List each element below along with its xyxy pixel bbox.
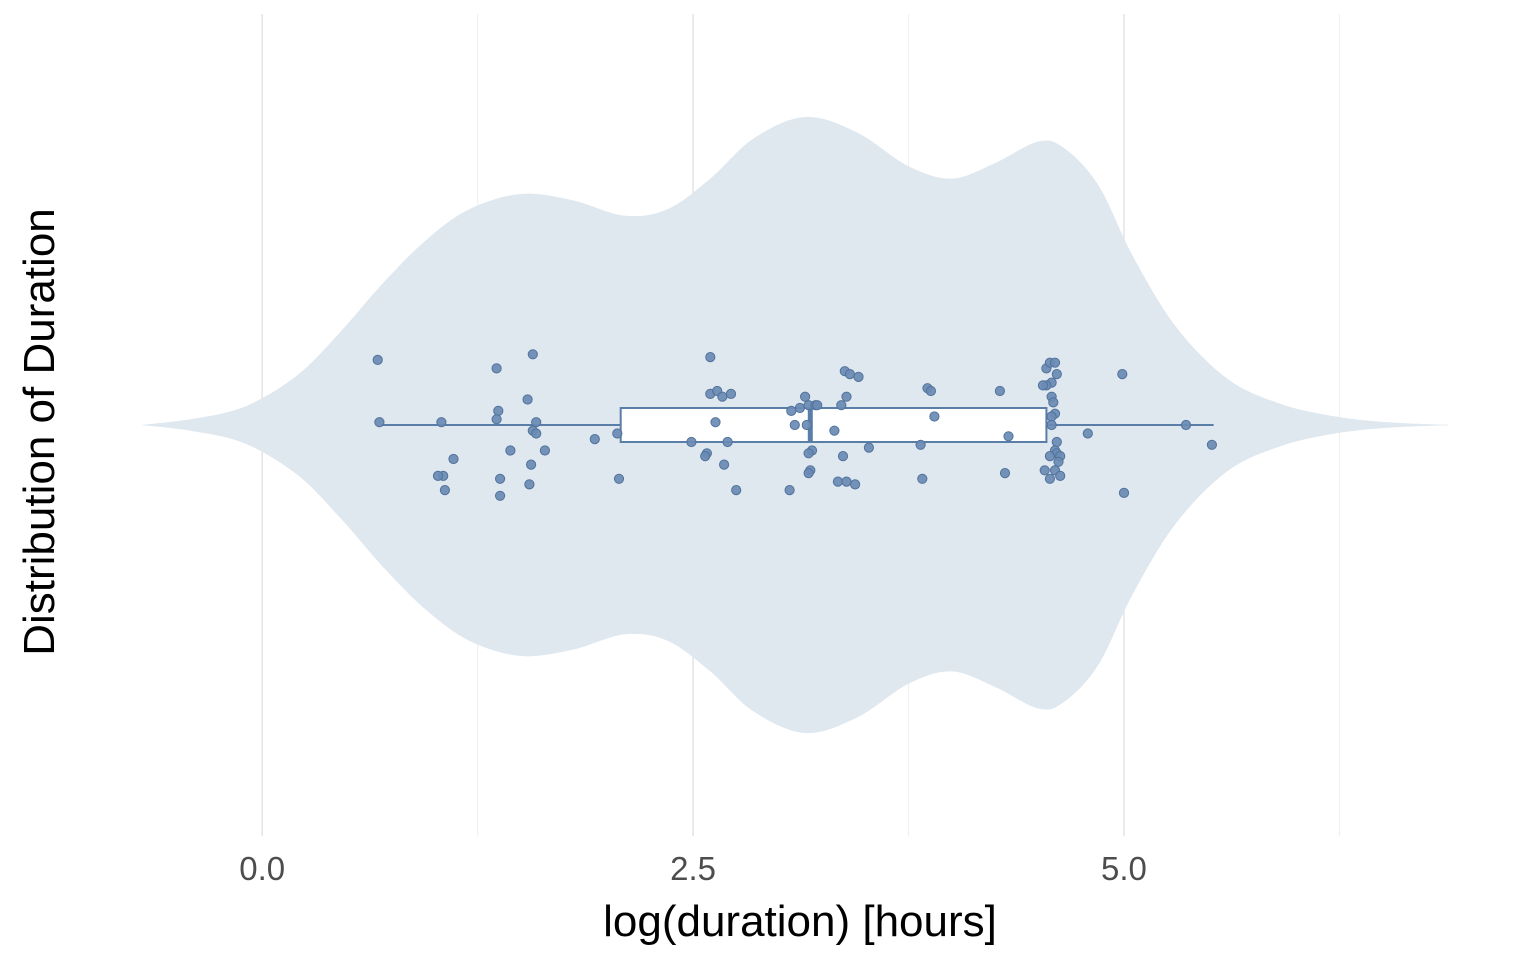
data-point (705, 352, 716, 363)
data-point (832, 476, 844, 487)
data-point (841, 391, 852, 402)
data-point (786, 405, 797, 416)
data-point (731, 485, 742, 496)
boxplot-group (381, 407, 1214, 443)
data-point (929, 411, 940, 422)
data-point (531, 417, 542, 428)
data-point (439, 485, 450, 496)
data-point (719, 459, 730, 470)
data-point (1039, 465, 1050, 476)
data-point (1044, 451, 1056, 462)
data-point (725, 388, 737, 399)
data-point (915, 439, 926, 450)
data-point (1053, 456, 1064, 467)
data-point (717, 391, 728, 402)
data-point (863, 442, 875, 453)
data-point (526, 459, 537, 470)
data-point (999, 468, 1011, 479)
box-iqr (619, 407, 1048, 443)
data-point (1046, 419, 1057, 431)
data-point (522, 394, 533, 405)
data-point (613, 473, 625, 484)
data-point (853, 371, 864, 382)
data-point (524, 479, 535, 490)
data-point (448, 453, 459, 465)
data-point (800, 391, 811, 402)
data-point (686, 436, 697, 448)
data-point (589, 434, 600, 445)
data-point (1037, 380, 1049, 391)
data-point (495, 490, 506, 501)
x-axis-title: log(duration) [hours] (603, 897, 997, 946)
data-point (812, 400, 823, 411)
x-tick-label: 5.0 (1101, 850, 1147, 887)
data-point (837, 451, 849, 462)
data-point (1180, 419, 1192, 431)
data-point (527, 349, 538, 360)
x-tick-label: 2.5 (670, 850, 716, 887)
data-point (1118, 487, 1130, 498)
data-point (722, 436, 733, 448)
data-point (784, 485, 795, 496)
data-point (1044, 473, 1056, 484)
y-axis-title: Distribution of Duration (15, 208, 64, 656)
data-point (436, 417, 447, 428)
data-point (493, 405, 504, 416)
data-point (1003, 431, 1014, 442)
data-point (925, 385, 937, 397)
data-point (803, 448, 814, 459)
data-point (1051, 436, 1062, 448)
data-point (495, 473, 506, 484)
x-tick-label: 0.0 (239, 850, 285, 887)
data-point (829, 425, 840, 436)
data-point (1055, 470, 1066, 481)
data-point (505, 445, 516, 456)
data-point (491, 363, 502, 374)
data-point (531, 428, 542, 439)
data-point (1046, 411, 1057, 422)
data-point (836, 400, 847, 411)
data-point (841, 476, 852, 487)
data-point (801, 419, 812, 431)
data-points-group (372, 349, 1218, 501)
data-point (372, 354, 383, 365)
data-point (803, 468, 814, 479)
data-point (1048, 397, 1059, 408)
data-point (374, 417, 385, 428)
data-point (917, 473, 928, 484)
data-point (789, 419, 800, 431)
data-point (1206, 439, 1218, 450)
data-point (539, 445, 551, 456)
x-tick-labels: 0.0 2.5 5.0 (239, 850, 1147, 887)
data-point (844, 369, 856, 380)
data-point (432, 470, 444, 481)
data-point (994, 385, 1006, 397)
data-point (1051, 369, 1062, 380)
data-point (1082, 428, 1093, 439)
data-point (1117, 369, 1128, 380)
data-point (710, 417, 721, 428)
data-point (850, 479, 861, 490)
data-point (794, 402, 806, 414)
data-point (612, 428, 623, 439)
data-point (491, 414, 502, 425)
data-point (700, 451, 711, 462)
data-point (1049, 357, 1061, 368)
